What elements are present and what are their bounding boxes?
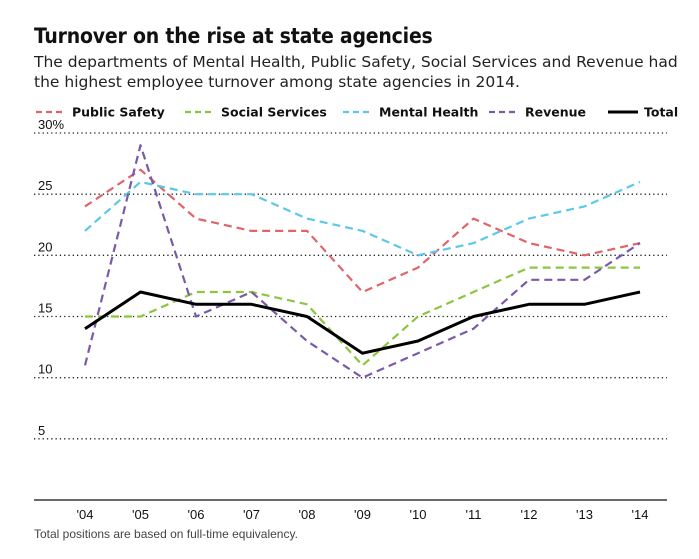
- legend-label: Public Safety: [72, 105, 165, 120]
- y-tick-label: 15: [38, 301, 52, 316]
- x-axis-ticks: '04 '05 '06 '07 '08 '09 '10 '11 '12 '13 '14: [77, 507, 649, 522]
- legend-label: Revenue: [525, 105, 586, 120]
- x-tick-label: '10: [410, 507, 427, 522]
- x-tick-label: '07: [243, 507, 260, 522]
- chart-title: Turnover on the rise at state agencies: [34, 24, 433, 48]
- legend-label: Social Services: [221, 105, 327, 120]
- series-line-total: [84, 290, 641, 355]
- x-tick-label: '04: [77, 507, 94, 522]
- x-tick-label: '09: [354, 507, 371, 522]
- x-tick-label: '11: [466, 507, 482, 522]
- series-line-revenue: [83, 144, 641, 379]
- x-tick-label: '06: [188, 507, 205, 522]
- legend-label: Total: [644, 105, 678, 120]
- y-axis-ticks: 5 10 15 20 25 30%: [38, 117, 64, 438]
- legend: Public Safety Social Services Mental Healt…: [36, 105, 678, 120]
- y-tick-label: 5: [38, 423, 45, 438]
- footnote: Total positions are based on full-time e…: [34, 527, 298, 541]
- y-tick-label: 25: [38, 178, 52, 193]
- chart-subtitle: The departments of Mental Health, Public…: [34, 53, 678, 91]
- x-tick-label: '08: [299, 507, 316, 522]
- grid: [34, 132, 667, 501]
- series-line-mental-health: [84, 180, 641, 257]
- x-tick-label: '12: [521, 507, 538, 522]
- y-tick-label: 10: [38, 362, 52, 377]
- y-tick-label: 30%: [38, 117, 64, 132]
- legend-label: Mental Health: [379, 105, 478, 120]
- series-lines: [83, 144, 641, 379]
- y-tick-label: 20: [38, 239, 52, 254]
- series-line-public-safety: [84, 168, 641, 294]
- x-tick-label: '14: [632, 507, 649, 522]
- x-tick-label: '05: [132, 507, 149, 522]
- x-tick-label: '13: [576, 507, 593, 522]
